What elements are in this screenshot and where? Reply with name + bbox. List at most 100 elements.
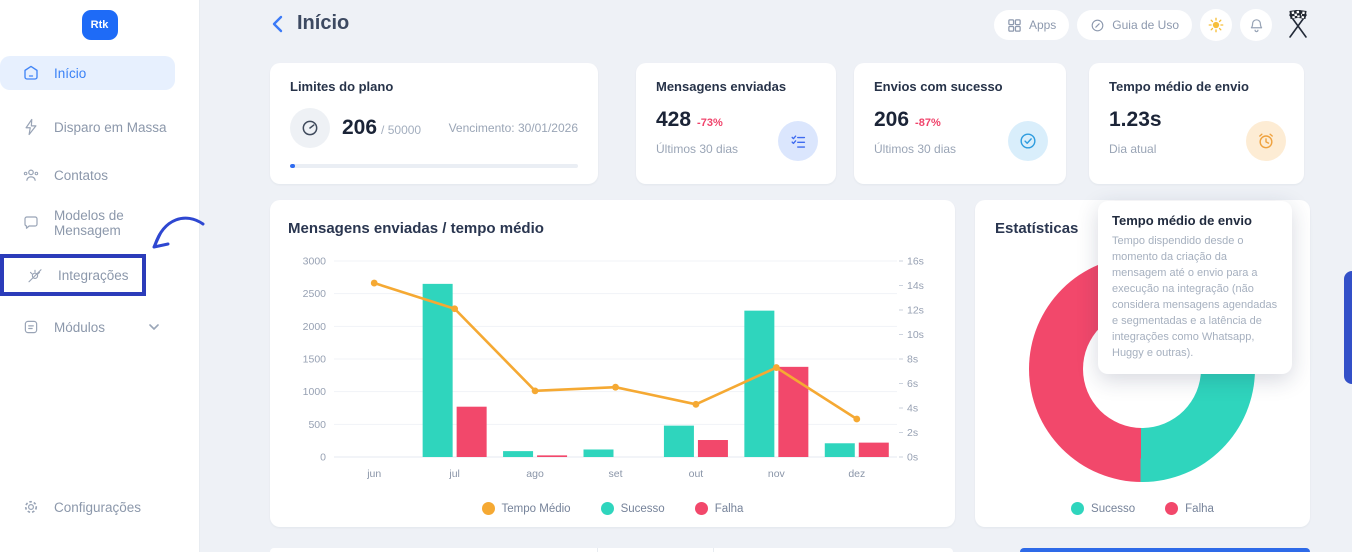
messages-sent-value: 428: [656, 108, 692, 131]
avg-send-time-card: Tempo médio de envio 1.23s Dia atual: [1089, 63, 1304, 184]
success-sends-period: Últimos 30 dias: [874, 142, 957, 156]
apps-button[interactable]: Apps: [993, 10, 1070, 40]
combo-chart-legend: Tempo Médio Sucesso Falha: [270, 502, 955, 515]
svg-text:2s: 2s: [907, 427, 918, 439]
notifications-button[interactable]: [1240, 9, 1272, 41]
strip-divider: [713, 548, 714, 552]
guide-icon: [1091, 19, 1104, 31]
next-row-card-edge: [270, 548, 953, 552]
plan-limits-card: Limites do plano 206/ 50000 Vencimento: …: [270, 63, 598, 184]
modules-icon: [24, 320, 38, 334]
integrations-icon: [28, 269, 42, 283]
donut-legend: Sucesso Falha: [975, 502, 1310, 515]
guide-button-label: Guia de Uso: [1112, 18, 1179, 32]
guide-button[interactable]: Guia de Uso: [1077, 10, 1192, 40]
svg-text:500: 500: [308, 419, 326, 431]
bell-icon: [1250, 18, 1262, 32]
legend-label: Tempo Médio: [501, 502, 571, 515]
success-sends-delta: -87%: [915, 117, 941, 129]
app-logo-text: Rtk: [90, 19, 109, 31]
page-header: Início: [272, 12, 349, 35]
message-icon: [24, 216, 38, 229]
strip-divider: [597, 548, 598, 552]
plan-limit-value: / 50000: [381, 123, 422, 137]
sidebar-item-label: Módulos: [54, 319, 106, 335]
plan-usage-progressbar: [290, 164, 578, 168]
apps-button-label: Apps: [1028, 18, 1057, 32]
svg-text:16s: 16s: [907, 256, 924, 268]
svg-text:2500: 2500: [303, 288, 327, 300]
sidebar-item-modulos[interactable]: Módulos: [0, 310, 175, 344]
sun-icon: [1208, 17, 1224, 33]
plan-usage-progress-fill: [290, 164, 295, 168]
sidebar-item-label: Contatos: [54, 167, 109, 183]
messages-chart-card: Mensagens enviadas / tempo médio 0 500 100…: [270, 200, 955, 527]
svg-text:6s: 6s: [907, 378, 918, 390]
legend-dot: [694, 502, 708, 515]
svg-text:1000: 1000: [303, 386, 327, 398]
svg-text:ago: ago: [526, 468, 544, 480]
apps-grid-icon: [1008, 18, 1021, 32]
sidebar-item-integracoes[interactable]: Integrações: [4, 258, 142, 292]
legend-label: Falha: [1185, 502, 1214, 515]
legend-label: Sucesso: [620, 502, 665, 515]
annotation-arrow: [152, 216, 205, 249]
svg-text:8s: 8s: [907, 354, 918, 366]
sidebar-item-contatos[interactable]: Contatos: [0, 158, 175, 192]
svg-text:2000: 2000: [303, 321, 327, 333]
sidebar-item-inicio[interactable]: Início: [0, 56, 175, 90]
check-circle-icon: [1008, 121, 1048, 161]
svg-text:out: out: [689, 468, 704, 480]
svg-text:jun: jun: [366, 468, 381, 480]
avg-send-time-tooltip: Tempo médio de envio Tempo dispendido de…: [1098, 201, 1292, 374]
svg-text:4s: 4s: [907, 403, 918, 415]
svg-text:set: set: [608, 468, 622, 480]
sidebar-item-disparo-em-massa[interactable]: Disparo em Massa: [0, 110, 175, 144]
legend-item: Falha: [1165, 502, 1214, 515]
legend-dot: [1165, 502, 1179, 515]
sidebar-item-label: Início: [54, 65, 87, 81]
svg-text:10s: 10s: [907, 329, 924, 341]
legend-item: Tempo Médio: [481, 502, 571, 515]
messages-sent-period: Últimos 30 dias: [656, 142, 739, 156]
legend-item: Sucesso: [600, 502, 665, 515]
app-logo: Rtk: [81, 10, 118, 40]
avg-send-time-period: Dia atual: [1109, 142, 1157, 156]
page-title: Início: [297, 12, 350, 34]
plan-used-value: 206: [342, 116, 378, 139]
alarm-icon: [1246, 121, 1286, 161]
svg-text:1500: 1500: [303, 354, 327, 366]
contacts-icon: [23, 169, 39, 181]
svg-text:nov: nov: [768, 468, 786, 480]
tooltip-title: Tempo médio de envio: [1112, 213, 1252, 228]
side-panel-tab[interactable]: [1344, 271, 1352, 384]
theme-toggle-button[interactable]: [1200, 9, 1232, 41]
success-sends-value: 206: [874, 108, 910, 131]
checklist-icon: [778, 121, 818, 161]
svg-text:0s: 0s: [907, 452, 918, 464]
legend-dot: [1071, 502, 1085, 515]
statistics-title: Estatísticas: [995, 220, 1079, 237]
legend-label: Falha: [714, 502, 744, 515]
combo-chart-svg: 0 500 1000 1500 2000 2500 3000 0s 2s 4s 6s 8s 10s 12s…: [303, 256, 924, 481]
tooltip-body: Tempo dispendido desde o momento da cria…: [1112, 235, 1278, 359]
gear-icon: [24, 500, 38, 514]
race-flags-button[interactable]: [1280, 9, 1316, 41]
sidebar-item-label: Disparo em Massa: [54, 119, 167, 135]
avg-send-time-value: 1.23s: [1109, 108, 1162, 131]
legend-label: Sucesso: [1091, 502, 1136, 515]
back-button[interactable]: [272, 15, 283, 33]
home-icon: [24, 65, 38, 80]
header-actions: Apps Guia de Uso: [993, 9, 1316, 41]
integracoes-annotation-box: Integrações: [0, 254, 146, 296]
bolt-icon: [25, 118, 37, 136]
chevron-down-icon: [149, 324, 159, 330]
messages-sent-delta: -73%: [697, 117, 723, 129]
success-sends-card: Envios com sucesso 206 -87% Últimos 30 di…: [854, 63, 1066, 184]
card-title: Limites do plano: [290, 79, 394, 94]
sidebar-item-configuracoes[interactable]: Configurações: [0, 490, 175, 524]
svg-text:12s: 12s: [907, 305, 924, 317]
legend-dot: [481, 502, 495, 515]
chart-title: Mensagens enviadas / tempo médio: [288, 220, 544, 237]
sidebar-item-modelos-de-mensagem[interactable]: Modelos de Mensagem: [0, 206, 175, 240]
